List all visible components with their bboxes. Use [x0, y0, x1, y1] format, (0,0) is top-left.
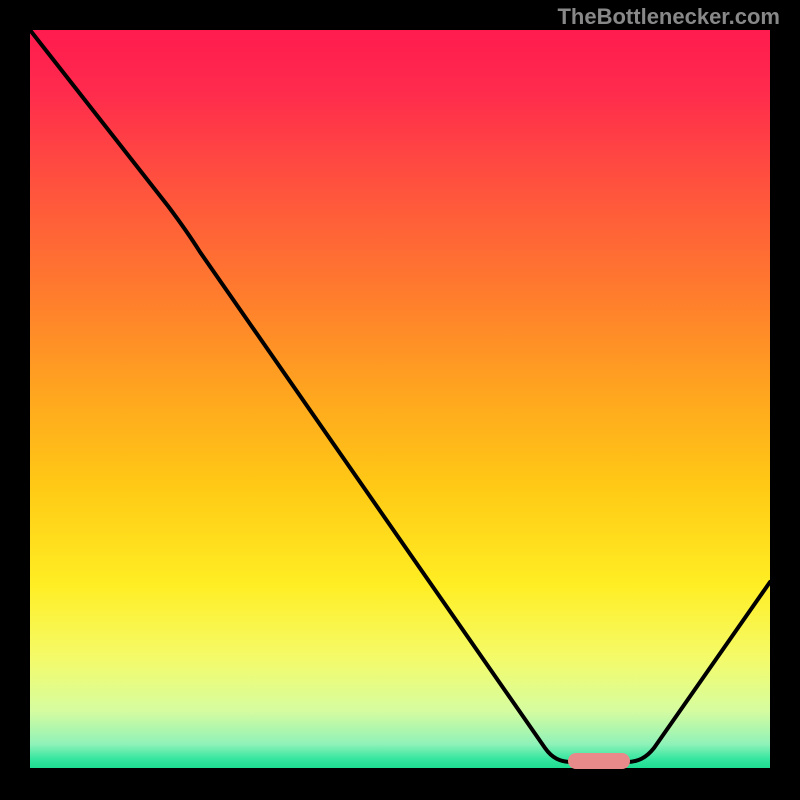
watermark-text: TheBottlenecker.com	[557, 4, 780, 30]
bottleneck-chart	[0, 0, 800, 800]
chart-container: { "watermark": { "text": "TheBottlenecke…	[0, 0, 800, 800]
chart-background	[30, 30, 770, 770]
optimal-marker	[568, 753, 630, 769]
